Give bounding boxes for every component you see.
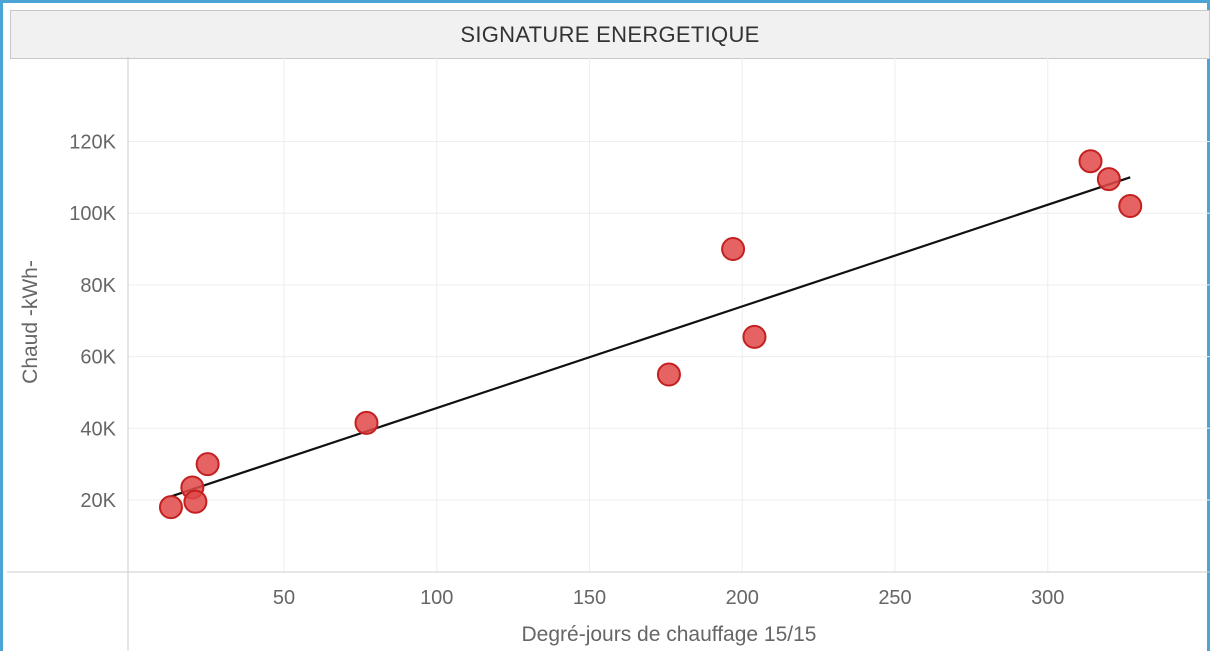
data-point <box>354 410 379 435</box>
axes <box>7 57 1210 651</box>
x-tick-label: 300 <box>1031 587 1064 609</box>
x-axis-title: Degré-jours de chauffage 15/15 <box>522 623 817 646</box>
trend-line <box>170 176 1131 498</box>
data-point <box>195 452 220 477</box>
y-tick-label: 40K <box>80 418 116 440</box>
data-points <box>158 149 1143 520</box>
chart-title: SIGNATURE ENERGETIQUE <box>10 10 1210 59</box>
y-tick-label: 60K <box>80 347 116 369</box>
data-point <box>158 495 183 520</box>
x-tick-label: 200 <box>726 587 759 609</box>
y-tick-label: 20K <box>80 490 116 512</box>
trend-line-group <box>170 176 1131 498</box>
data-point <box>183 489 208 514</box>
data-point <box>656 362 681 387</box>
y-tick-label: 80K <box>80 275 116 297</box>
data-point <box>721 237 746 262</box>
x-tick-label: 150 <box>573 587 606 609</box>
grid <box>128 57 1210 572</box>
data-point <box>1096 167 1121 192</box>
data-point <box>1118 194 1143 219</box>
x-tick-label: 50 <box>273 587 295 609</box>
y-tick-label: 120K <box>69 132 116 154</box>
data-point <box>742 324 767 349</box>
y-tick-label: 100K <box>69 203 116 225</box>
tick-labels: 50 100 150 200 250 300 20K 40K 60K 80K 100K 120K <box>69 132 1064 610</box>
x-tick-label: 100 <box>420 587 453 609</box>
y-axis-title: Chaud -kWh- <box>19 260 42 384</box>
data-point <box>1078 149 1103 174</box>
x-tick-label: 250 <box>878 587 911 609</box>
